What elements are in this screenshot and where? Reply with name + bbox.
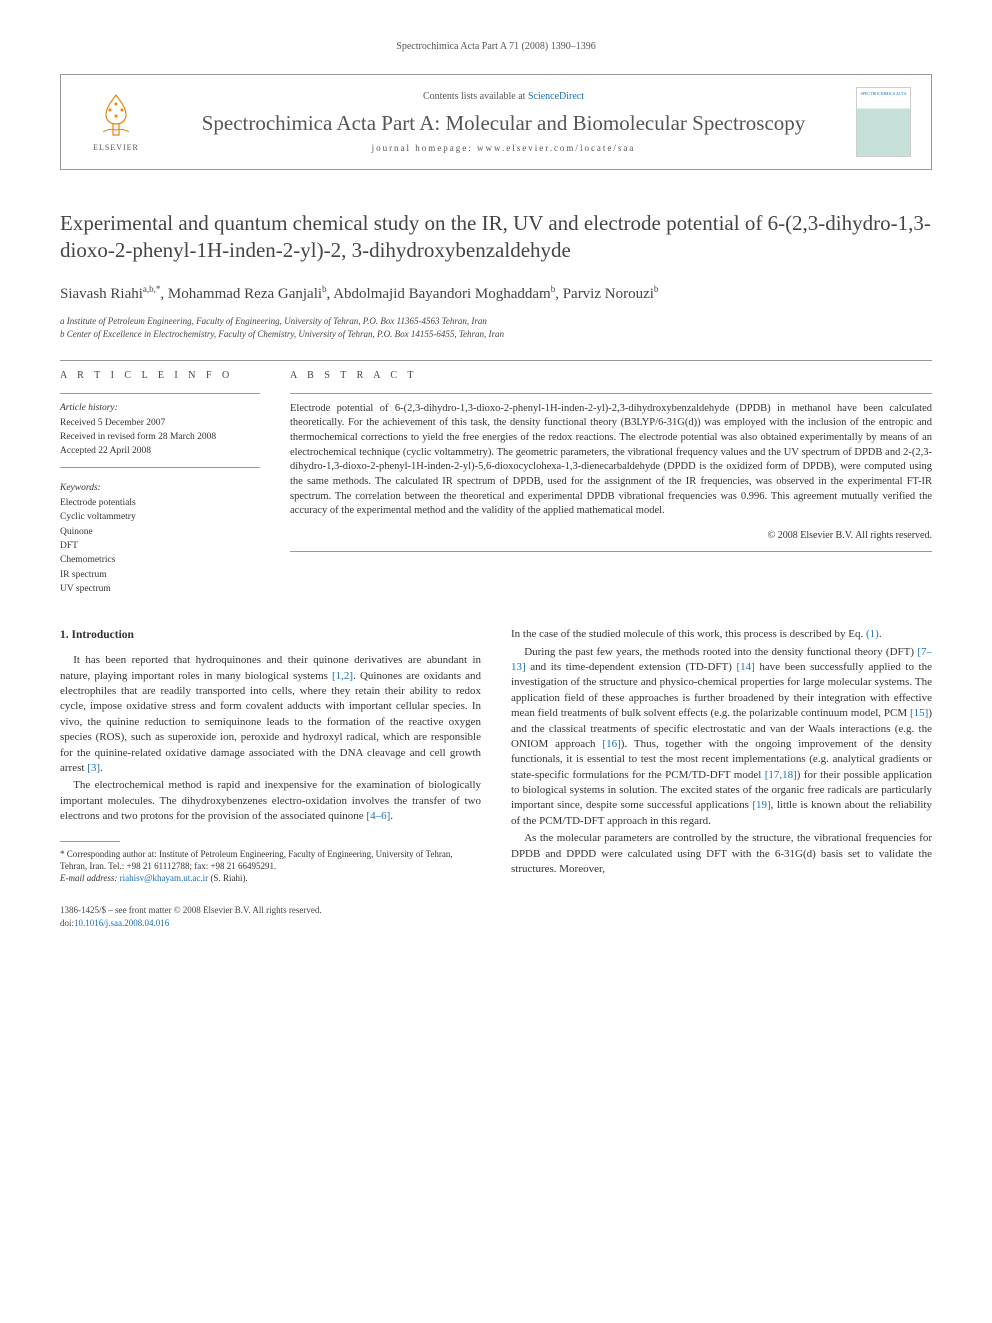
history-accepted: Accepted 22 April 2008 bbox=[60, 445, 260, 458]
elsevier-tree-icon bbox=[91, 90, 141, 140]
running-head: Spectrochimica Acta Part A 71 (2008) 139… bbox=[60, 40, 932, 54]
article-title: Experimental and quantum chemical study … bbox=[60, 210, 932, 265]
keyword: Quinone bbox=[60, 526, 260, 539]
corresponding-author-footnote: * Corresponding author at: Institute of … bbox=[60, 848, 481, 872]
keywords-label: Keywords: bbox=[60, 482, 260, 495]
history-revised: Received in revised form 28 March 2008 bbox=[60, 431, 260, 444]
divider bbox=[60, 467, 260, 468]
abstract-heading: A B S T R A C T bbox=[290, 369, 932, 383]
email-footnote: E-mail address: riahisv@khayam.ut.ac.ir … bbox=[60, 872, 481, 884]
reference-link[interactable]: [19] bbox=[752, 799, 770, 811]
sciencedirect-link[interactable]: ScienceDirect bbox=[528, 91, 584, 102]
journal-center: Contents lists available at ScienceDirec… bbox=[151, 90, 856, 155]
info-abstract-row: A R T I C L E I N F O Article history: R… bbox=[60, 369, 932, 598]
affiliation-a: a Institute of Petroleum Engineering, Fa… bbox=[60, 315, 932, 329]
contents-prefix: Contents lists available at bbox=[423, 91, 528, 102]
article-info-column: A R T I C L E I N F O Article history: R… bbox=[60, 369, 260, 598]
reference-link[interactable]: [16] bbox=[602, 738, 620, 750]
paragraph: During the past few years, the methods r… bbox=[511, 645, 932, 830]
email-suffix: (S. Riahi). bbox=[208, 873, 248, 883]
divider bbox=[60, 393, 260, 394]
journal-header-box: ELSEVIER Contents lists available at Sci… bbox=[60, 74, 932, 170]
elsevier-logo: ELSEVIER bbox=[81, 87, 151, 157]
email-label: E-mail address: bbox=[60, 873, 120, 883]
section-1-heading: 1. Introduction bbox=[60, 627, 481, 643]
keyword: Electrode potentials bbox=[60, 497, 260, 510]
affiliations: a Institute of Petroleum Engineering, Fa… bbox=[60, 315, 932, 342]
divider bbox=[290, 551, 932, 552]
paragraph: As the molecular parameters are controll… bbox=[511, 831, 932, 877]
body-columns: 1. Introduction It has been reported tha… bbox=[60, 627, 932, 884]
affiliation-b: b Center of Excellence in Electrochemist… bbox=[60, 328, 932, 342]
reference-link[interactable]: (1) bbox=[866, 628, 879, 640]
front-matter-line: 1386-1425/$ – see front matter © 2008 El… bbox=[60, 904, 322, 917]
email-link[interactable]: riahisv@khayam.ut.ac.ir bbox=[120, 873, 209, 883]
keyword: Cyclic voltammetry bbox=[60, 511, 260, 524]
footer-left: 1386-1425/$ – see front matter © 2008 El… bbox=[60, 904, 322, 929]
article-info-heading: A R T I C L E I N F O bbox=[60, 369, 260, 383]
doi-link[interactable]: 10.1016/j.saa.2008.04.016 bbox=[74, 918, 169, 928]
paragraph: It has been reported that hydroquinones … bbox=[60, 653, 481, 776]
history-received: Received 5 December 2007 bbox=[60, 417, 260, 430]
reference-link[interactable]: [1,2] bbox=[332, 670, 353, 682]
abstract-copyright: © 2008 Elsevier B.V. All rights reserved… bbox=[290, 529, 932, 543]
abstract-column: A B S T R A C T Electrode potential of 6… bbox=[290, 369, 932, 598]
elsevier-label: ELSEVIER bbox=[93, 142, 139, 153]
divider bbox=[60, 360, 932, 361]
footnote-separator bbox=[60, 841, 120, 842]
contents-line: Contents lists available at ScienceDirec… bbox=[151, 90, 856, 104]
reference-link[interactable]: [15] bbox=[910, 707, 928, 719]
paragraph: In the case of the studied molecule of t… bbox=[511, 627, 932, 642]
history-label: Article history: bbox=[60, 402, 260, 415]
reference-link[interactable]: [14] bbox=[736, 661, 754, 673]
doi-prefix: doi: bbox=[60, 918, 74, 928]
journal-name: Spectrochimica Acta Part A: Molecular an… bbox=[151, 110, 856, 136]
abstract-text: Electrode potential of 6-(2,3-dihydro-1,… bbox=[290, 402, 932, 520]
reference-link[interactable]: [3] bbox=[87, 762, 100, 774]
keywords-block: Keywords: Electrode potentials Cyclic vo… bbox=[60, 482, 260, 596]
author-list: Siavash Riahia,b,*, Mohammad Reza Ganjal… bbox=[60, 283, 932, 305]
page-footer: 1386-1425/$ – see front matter © 2008 El… bbox=[60, 904, 932, 929]
keyword: DFT bbox=[60, 540, 260, 553]
doi-line: doi:10.1016/j.saa.2008.04.016 bbox=[60, 917, 322, 930]
reference-link[interactable]: [17,18] bbox=[765, 769, 797, 781]
reference-link[interactable]: [7–13] bbox=[511, 646, 932, 673]
keyword: Chemometrics bbox=[60, 554, 260, 567]
keyword: IR spectrum bbox=[60, 569, 260, 582]
keyword: UV spectrum bbox=[60, 583, 260, 596]
reference-link[interactable]: [4–6] bbox=[366, 810, 390, 822]
paragraph: The electrochemical method is rapid and … bbox=[60, 778, 481, 824]
journal-homepage: journal homepage: www.elsevier.com/locat… bbox=[151, 142, 856, 155]
column-left: 1. Introduction It has been reported tha… bbox=[60, 627, 481, 884]
divider bbox=[290, 393, 932, 394]
column-right: In the case of the studied molecule of t… bbox=[511, 627, 932, 884]
journal-cover-thumbnail bbox=[856, 87, 911, 157]
